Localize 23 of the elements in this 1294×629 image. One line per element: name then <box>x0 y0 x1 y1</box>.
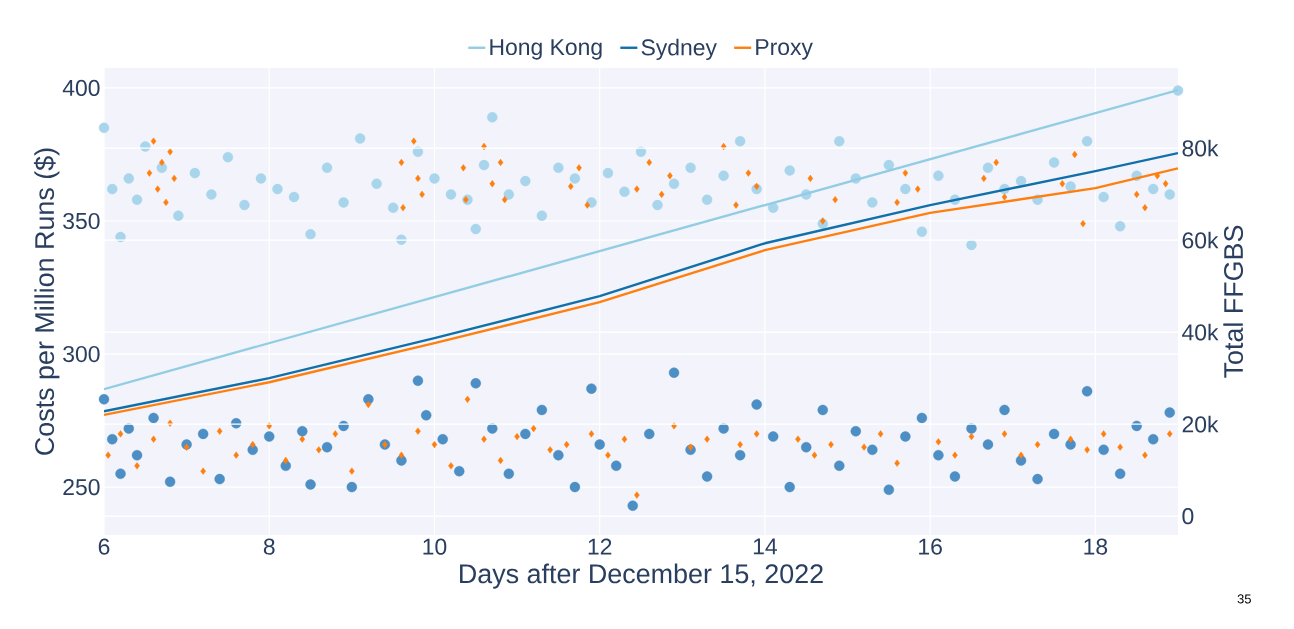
x-tick-label: 18 <box>1084 538 1108 555</box>
x-axis-title: Days after December 15, 2022 <box>460 563 823 589</box>
legend-label: Sydney <box>641 38 717 61</box>
y-tick-label: 250 <box>63 478 100 496</box>
y-tick-label: 350 <box>63 212 100 230</box>
y-axis-title: Costs per Million Runs ($) <box>33 148 60 455</box>
x-tick-label: 16 <box>919 538 942 555</box>
text: 35 <box>1237 594 1251 604</box>
x-tick-label: 14 <box>753 538 777 555</box>
y2-tick-label: 80k <box>1182 139 1219 157</box>
y-tick-label: 400 <box>62 79 100 97</box>
y-tick-label: 300 <box>63 345 100 363</box>
x-tick-label: 8 <box>263 538 275 555</box>
y2-tick-label: 40k <box>1182 323 1219 341</box>
legend-label: Hong Kong <box>490 39 602 60</box>
y2-tick-label: 20k <box>1182 415 1219 433</box>
legend-label: Proxy <box>756 39 813 60</box>
x-tick-label: 12 <box>588 538 612 555</box>
x-tick-label: 10 <box>423 538 447 555</box>
y2-tick-label: 0 <box>1182 508 1194 525</box>
x-tick-label: 6 <box>98 538 110 555</box>
y2-axis-title: Total FFGBS <box>1223 225 1244 378</box>
y2-tick-label: 60k <box>1182 231 1219 249</box>
